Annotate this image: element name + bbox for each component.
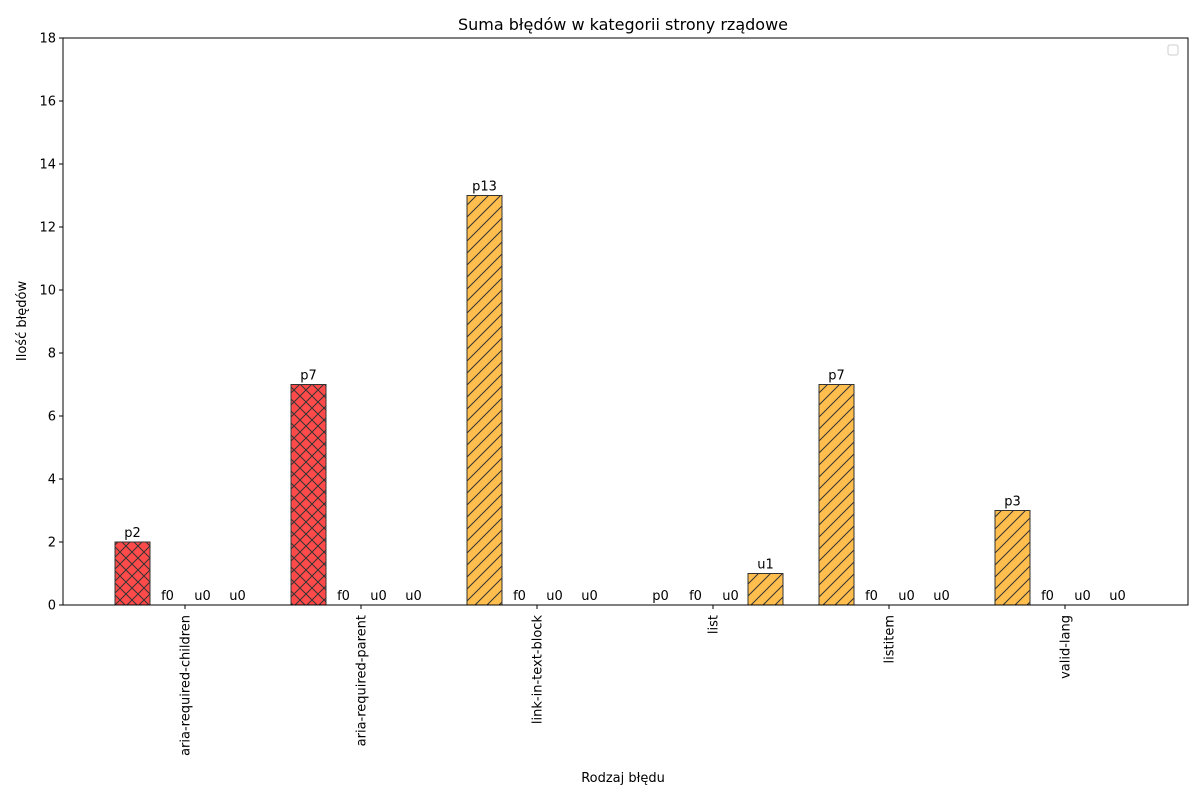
bars (114, 195, 1031, 606)
bar-value-label: p13 (472, 180, 497, 195)
x-axis: aria-required-children aria-required-pare… (179, 605, 1074, 756)
bar-value-label: f0 (161, 589, 174, 604)
y-tick-label: 18 (39, 32, 56, 47)
x-tick-label: listitem (883, 615, 898, 663)
bar-hatch (466, 195, 503, 606)
y-tick-label: 0 (48, 599, 56, 614)
y-tick-label: 6 (48, 410, 56, 425)
y-tick-label: 16 (39, 95, 56, 110)
chart-title: Suma błędów w kategorii strony rządowe (458, 15, 788, 34)
bar-hatch (747, 573, 784, 606)
bar-value-label: u0 (581, 589, 598, 604)
bar-value-label: u0 (229, 589, 246, 604)
bar-hatch (114, 541, 151, 606)
bar-value-label: u0 (194, 589, 211, 604)
y-tick-label: 10 (39, 284, 56, 299)
bar-value-label: p0 (652, 589, 669, 604)
bar-value-label: u0 (898, 589, 915, 604)
bar-value-label: u0 (370, 589, 387, 604)
y-tick-label: 14 (39, 158, 56, 173)
bar-value-label: u1 (757, 558, 774, 573)
y-axis-label: Ilość błędów (15, 281, 30, 362)
bar-value-label: f0 (689, 589, 702, 604)
bar-value-label: p2 (124, 526, 141, 541)
bar-value-label: f0 (865, 589, 878, 604)
bar-labels: p2 f0 u0 u0 p7 f0 u0 u0 p13 f0 u0 u0 p0 f0 u0 u1 p7 f0 u0 u… (124, 180, 1126, 605)
y-tick-label: 8 (48, 347, 56, 362)
legend-box (1167, 44, 1179, 56)
bar-value-label: p3 (1004, 495, 1021, 510)
bar-value-label: p7 (300, 369, 317, 384)
bar-value-label: u0 (405, 589, 422, 604)
bar-value-label: u0 (933, 589, 950, 604)
x-tick-label: link-in-text-block (531, 615, 546, 725)
bar-value-label: p7 (828, 369, 845, 384)
bar-hatch (994, 510, 1031, 606)
bar-value-label: u0 (1074, 589, 1091, 604)
x-axis-label: Rodzaj błędu (581, 771, 665, 786)
bar-hatch (290, 384, 327, 606)
x-tick-label: aria-required-parent (355, 615, 370, 746)
x-tick-label: aria-required-children (179, 615, 194, 756)
x-tick-label: list (707, 615, 722, 634)
bar-value-label: u0 (546, 589, 563, 604)
bar-value-label: f0 (1041, 589, 1054, 604)
bar-value-label: u0 (1109, 589, 1126, 604)
bar-hatch (818, 384, 855, 606)
x-tick-label: valid-lang (1059, 615, 1074, 679)
bar-value-label: f0 (513, 589, 526, 604)
y-tick-label: 4 (48, 473, 56, 488)
plot-frame (62, 37, 1189, 606)
y-axis: 0 2 4 6 8 10 12 14 16 18 (39, 32, 63, 614)
y-tick-label: 2 (48, 536, 56, 551)
bar-value-label: f0 (337, 589, 350, 604)
bar-value-label: u0 (722, 589, 739, 604)
y-tick-label: 12 (39, 221, 56, 236)
